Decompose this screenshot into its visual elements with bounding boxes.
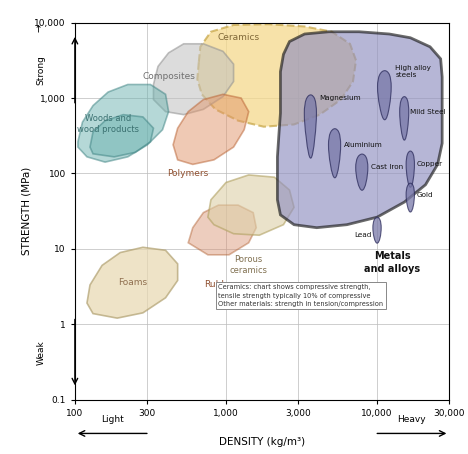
Text: Lead: Lead <box>354 232 372 238</box>
Polygon shape <box>208 175 294 235</box>
Text: Porous
ceramics: Porous ceramics <box>230 255 268 276</box>
Text: Ceramics: chart shows compressive strength,
tensile strength typically 10% of co: Ceramics: chart shows compressive streng… <box>219 284 384 307</box>
Polygon shape <box>87 247 178 318</box>
Text: Cast Iron: Cast Iron <box>371 164 403 170</box>
Polygon shape <box>197 24 356 127</box>
Ellipse shape <box>356 154 368 190</box>
Text: High alloy
steels: High alloy steels <box>395 65 431 78</box>
Text: Aluminium: Aluminium <box>344 142 383 148</box>
Text: Rubbers: Rubbers <box>205 281 241 290</box>
Y-axis label: STRENGTH (MPa): STRENGTH (MPa) <box>22 167 31 255</box>
Ellipse shape <box>329 128 341 178</box>
Text: →: → <box>34 25 44 32</box>
X-axis label: DENSITY (kg/m³): DENSITY (kg/m³) <box>219 437 305 447</box>
Polygon shape <box>173 94 249 164</box>
Text: Composites: Composites <box>142 73 195 81</box>
Text: Strong: Strong <box>37 55 46 85</box>
Text: Woods and
wood products: Woods and wood products <box>77 114 139 134</box>
Text: Metals
and alloys: Metals and alloys <box>364 251 420 274</box>
Polygon shape <box>90 115 154 157</box>
Text: Magnesium: Magnesium <box>320 95 361 101</box>
Polygon shape <box>278 32 442 228</box>
Polygon shape <box>154 44 234 115</box>
Text: Ceramics: Ceramics <box>217 33 259 42</box>
Text: Light: Light <box>101 415 124 424</box>
Ellipse shape <box>400 97 409 140</box>
Text: Copper: Copper <box>417 161 443 168</box>
Polygon shape <box>188 205 256 255</box>
Polygon shape <box>78 84 168 162</box>
Ellipse shape <box>378 71 391 120</box>
Text: Heavy: Heavy <box>397 415 426 424</box>
Text: Gold: Gold <box>417 192 433 197</box>
Text: Mild Steel: Mild Steel <box>410 109 446 114</box>
Text: Foams: Foams <box>118 278 147 287</box>
Ellipse shape <box>406 183 415 212</box>
Ellipse shape <box>406 151 415 187</box>
Text: Polymers: Polymers <box>168 169 209 178</box>
Text: Weak: Weak <box>37 340 46 365</box>
Ellipse shape <box>304 95 316 158</box>
Ellipse shape <box>373 217 381 243</box>
